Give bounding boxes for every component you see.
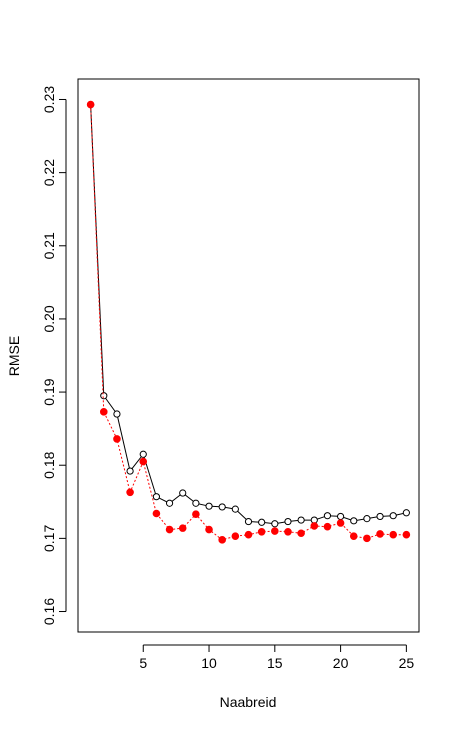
series-2-point [376,530,384,538]
series-1-point [152,493,161,501]
y-tick-label: 0.19 [41,378,57,405]
x-tick-label: 20 [333,655,349,671]
series-1-point [323,512,332,520]
series-1-point [231,505,239,513]
series-1-point [100,392,108,400]
y-ticks: 0.16 0.17 0.18 0.19 0.20 0.21 0.22 0.23 [41,86,66,625]
series-1-point [363,515,371,523]
series-1-point [113,410,121,418]
x-tick-label: 10 [201,655,217,671]
series-1-point [284,517,292,526]
series-1-point [258,518,266,526]
series-1-point [179,489,187,497]
series-2-point [218,536,226,544]
series-2-point [244,530,253,539]
series-1-point [205,502,213,510]
series-1-point [192,499,200,507]
series-2-point [310,522,319,530]
plot-frame [77,78,420,633]
series-2-point [363,534,371,543]
x-tick-label: 15 [267,655,283,671]
series-1-point [350,517,358,525]
series-2-point [297,529,305,538]
series-2-point [126,488,134,497]
series-2-point [192,510,200,519]
series-2-point [389,530,398,539]
series-layer [86,100,411,544]
series-1-point [139,450,147,458]
series-1-point [244,517,253,526]
series-2-point [113,435,121,443]
series-2-point [152,509,161,518]
series-1-point [376,512,384,521]
series-2-point [323,522,332,531]
series-2-point [231,532,240,540]
series-1-point [389,512,397,520]
series-1-point [271,520,279,528]
series-2-point [139,457,148,466]
y-tick-label: 0.22 [41,159,57,186]
series-2-point [178,524,187,532]
y-tick-label: 0.16 [41,598,57,625]
series-1-point [218,503,226,511]
y-tick-label: 0.17 [41,525,57,552]
x-axis-title: Naabreid [220,694,277,710]
y-tick-label: 0.21 [41,232,57,259]
series-2-point [205,525,213,534]
series-2-point [257,527,266,536]
series-2-point [99,408,108,416]
x-tick-label: 5 [139,655,147,671]
y-axis: 0.16 0.17 0.18 0.19 0.20 0.21 0.22 0.23 [41,86,67,625]
series-2 [86,100,411,544]
series-1-point [336,512,345,521]
x-axis: 5 10 15 20 25 [139,644,414,671]
series-1-point [165,499,174,507]
y-tick-label: 0.23 [41,86,57,113]
y-tick-label: 0.20 [41,305,57,332]
y-axis-title: RMSE [6,336,22,376]
y-tick-label: 0.18 [41,451,57,478]
series-2-point [402,530,411,539]
series-2-point [336,519,345,527]
series-2-point [284,527,292,536]
series-2-point [271,527,279,535]
series-1-point [402,509,410,517]
x-tick-label: 25 [399,655,415,671]
series-1-point [126,467,134,475]
series-2-point [349,532,358,540]
x-ticks: 5 10 15 20 25 [139,645,414,671]
series-1-point [297,516,305,524]
series-2-point [86,100,95,109]
series-2-point [165,525,174,534]
